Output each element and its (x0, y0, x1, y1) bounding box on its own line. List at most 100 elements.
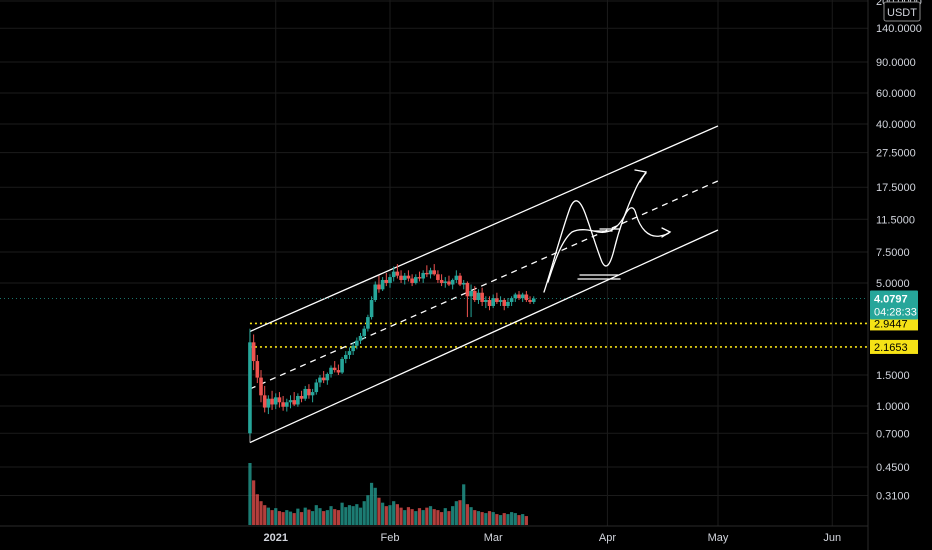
candle-body (292, 400, 296, 405)
candle (413, 274, 418, 285)
candle-body (310, 392, 315, 396)
candle (351, 342, 355, 355)
candle (362, 325, 367, 340)
candle (388, 274, 392, 288)
candle-body (270, 398, 274, 405)
volume-bar (384, 506, 388, 525)
candle (255, 354, 260, 384)
volume-bar (498, 515, 503, 525)
candle-body (373, 284, 378, 301)
freehand-drawings[interactable] (543, 169, 672, 293)
candle (332, 361, 337, 373)
freehand-stroke[interactable] (547, 207, 671, 283)
y-tick-label: 40.0000 (876, 119, 916, 131)
x-tick-label: 2021 (264, 532, 288, 544)
candle-body (296, 395, 300, 405)
candle (417, 271, 422, 282)
volume-bar (369, 482, 374, 525)
volume-bar (318, 508, 322, 525)
countdown-label: 04:28:33 (874, 307, 917, 319)
candle (314, 379, 319, 395)
candle-body (531, 298, 536, 302)
candle-body (443, 281, 448, 283)
volume-bar (263, 505, 267, 525)
freehand-stroke[interactable] (634, 169, 648, 183)
candle (318, 375, 322, 388)
candle (259, 370, 263, 403)
volume-bar (336, 510, 341, 525)
volume-bar (333, 509, 337, 525)
volume-bar (270, 510, 274, 525)
y-tick-label: 60.0000 (876, 88, 916, 100)
volume-bar (366, 495, 370, 525)
candle-body (472, 291, 477, 301)
candle (384, 272, 389, 287)
last-price-label: 4.0797 (874, 294, 908, 306)
candle (347, 347, 352, 359)
candle-body (366, 317, 370, 329)
candle-body (399, 275, 403, 280)
volume-bar (465, 504, 469, 525)
time-axis[interactable]: 2021 Feb Mar Apr May Jun (0, 525, 868, 544)
candle-body (495, 298, 499, 302)
volume-bar (325, 510, 329, 525)
channel-middle-line[interactable] (249, 180, 719, 390)
candle-body (380, 279, 385, 290)
candle (336, 364, 341, 376)
candle-body (329, 367, 333, 374)
y-tick-label: 17.5000 (876, 182, 916, 194)
horizontal-levels[interactable]: 2.9447 2.1653 (249, 316, 918, 354)
currency-badge[interactable] (883, 1, 921, 22)
y-tick-label: 1.5000 (876, 370, 910, 382)
candle-body (502, 300, 507, 306)
x-tick-label: Feb (381, 532, 400, 544)
volume-bar (274, 508, 278, 525)
volume-bar (392, 501, 396, 525)
level-price-tag (870, 316, 918, 331)
candle-body (450, 279, 455, 285)
volume-bar (347, 505, 352, 525)
volume-bar (502, 513, 506, 525)
candle (292, 392, 296, 406)
candle-body (266, 398, 271, 408)
candle (458, 272, 462, 287)
candle (432, 264, 437, 276)
volume-bar (425, 507, 429, 525)
candle-body (314, 382, 319, 393)
candle (487, 296, 492, 311)
candle-body (509, 298, 514, 302)
candle (517, 291, 521, 301)
volume-bar (432, 509, 436, 525)
candle (303, 385, 308, 401)
volume-bar (510, 512, 514, 525)
candle (277, 392, 282, 408)
last-price-tag-box (870, 290, 918, 320)
candle (531, 296, 536, 304)
channel-upper-line[interactable] (249, 125, 719, 333)
volume-bar (513, 513, 517, 525)
volume-bar (517, 515, 521, 525)
freehand-stroke[interactable] (543, 172, 647, 293)
candle (307, 384, 311, 399)
volume-bar (443, 508, 447, 525)
candle (366, 314, 370, 332)
candle-body (395, 271, 400, 276)
candle (491, 294, 495, 309)
volume-bar (362, 501, 366, 525)
volume-bar (281, 512, 285, 525)
candle-body (262, 395, 267, 408)
channel-lower-line[interactable] (249, 229, 719, 444)
volume-bar (373, 487, 377, 525)
candle-body (469, 291, 473, 297)
volume-bar (248, 463, 252, 525)
volume-bar (255, 494, 259, 525)
candle (273, 393, 278, 410)
y-tick-label: 1.0000 (876, 401, 910, 413)
volume-bar (414, 511, 418, 525)
freehand-stroke[interactable] (661, 227, 672, 238)
candle-body (406, 275, 411, 279)
price-axis[interactable]: 200.0000140.000090.000060.000040.000027.… (867, 0, 922, 550)
